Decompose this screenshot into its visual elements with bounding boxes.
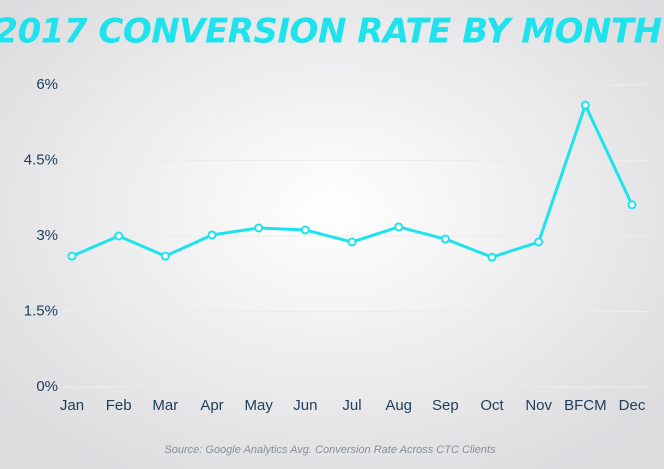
x-tick-label: May [244, 397, 273, 414]
x-tick-label: Oct [480, 397, 504, 414]
x-tick-label: Mar [152, 397, 178, 414]
x-tick-label: BFCM [564, 397, 607, 414]
data-point [207, 230, 217, 240]
data-point [114, 231, 124, 241]
x-tick-label: Feb [106, 397, 132, 414]
x-tick-label: Jan [60, 397, 84, 414]
chart-title: 2017 CONVERSION RATE BY MONTH [0, 12, 662, 52]
data-point [347, 237, 357, 247]
x-tick-label: Sep [432, 397, 459, 414]
x-tick-label: Jun [293, 397, 317, 414]
y-tick-label: 4.5% [24, 151, 58, 168]
y-tick-label: 1.5% [24, 302, 58, 319]
data-point [394, 222, 404, 232]
x-tick-label: Jul [342, 397, 361, 414]
x-tick-label: Aug [385, 397, 412, 414]
data-point [254, 223, 264, 233]
data-point [534, 237, 544, 247]
data-point [160, 251, 170, 261]
data-point [580, 100, 590, 110]
data-point [440, 234, 450, 244]
source-note: Source: Google Analytics Avg. Conversion… [164, 444, 496, 456]
y-tick-label: 6% [36, 76, 58, 93]
x-tick-label: Dec [619, 397, 646, 414]
y-tick-label: 0% [36, 378, 58, 395]
x-tick-label: Nov [525, 397, 552, 414]
y-tick-label: 3% [36, 227, 58, 244]
data-point [487, 252, 497, 262]
x-tick-label: Apr [200, 397, 223, 414]
data-point [627, 200, 637, 210]
data-point [300, 225, 310, 235]
data-point [67, 251, 77, 261]
